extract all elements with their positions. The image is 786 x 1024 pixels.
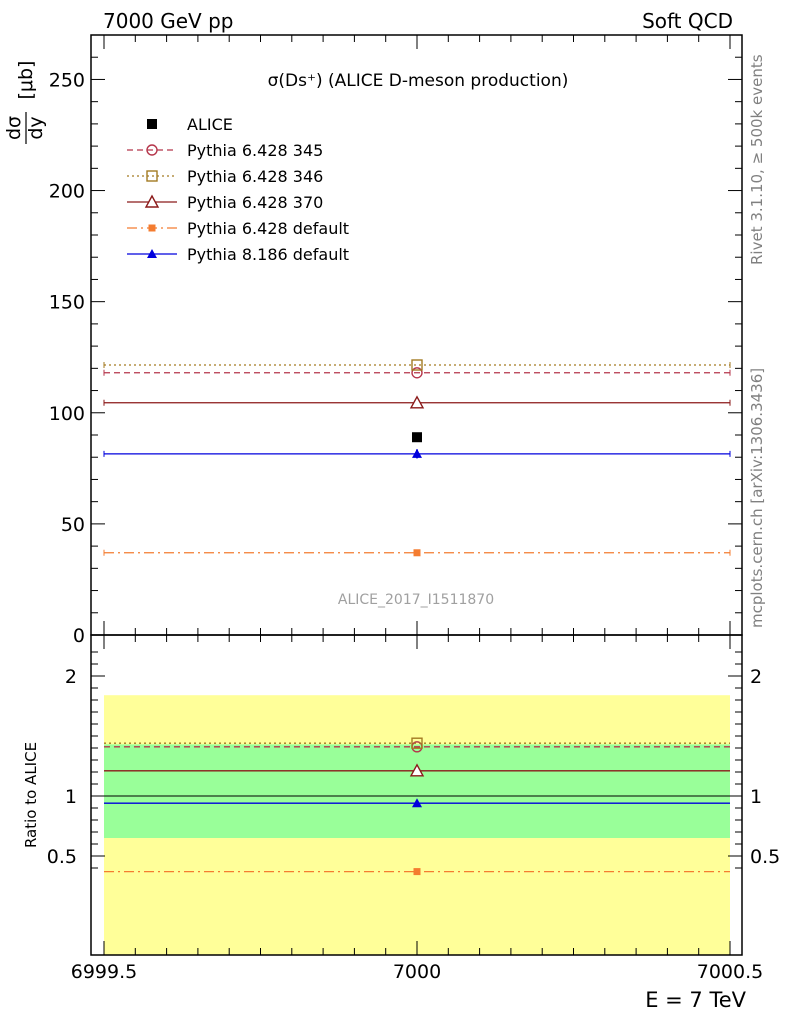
legend-label: Pythia 8.186 default: [187, 245, 349, 264]
ratio-y-tick-label-left: 2: [65, 666, 77, 688]
y-tick-label: 50: [61, 514, 85, 536]
analysis-id: ALICE_2017_I1511870: [338, 592, 494, 608]
ratio-data-point: [409, 763, 425, 777]
x-tick-label: 7000: [393, 961, 441, 983]
rivet-label: Rivet 3.1.10, ≥ 500k events: [748, 54, 766, 265]
y-tick-label: 200: [49, 181, 85, 203]
y-tick-label: 250: [49, 69, 85, 91]
y-tick-label: 150: [49, 292, 85, 314]
legend-marker: [148, 224, 156, 232]
header-left: 7000 GeV pp: [103, 9, 234, 33]
legend-marker: [147, 249, 157, 258]
ratio-series: [104, 737, 730, 876]
mcplots-label: mcplots.cern.ch [arXiv:1306.3436]: [748, 368, 766, 628]
legend-marker: [147, 119, 157, 129]
ratio-band-green: [104, 744, 730, 838]
ratio-y-tick-label-left: 0.5: [47, 846, 77, 868]
data-point: [411, 359, 423, 371]
x-axis-label: E = 7 TeV: [645, 988, 746, 1012]
ratio-data-point: [411, 737, 423, 749]
legend-label: Pythia 6.428 345: [187, 141, 323, 160]
ratio-y-tick-label-right: 1: [750, 786, 762, 808]
legend-label: Pythia 6.428 346: [187, 167, 323, 186]
legend: ALICE Pythia 6.428 345 Pythia 6.428 346 Pyt…: [127, 115, 349, 264]
ratio-band-yellow-lower: [104, 838, 730, 955]
y-axis-label-unit: [μb]: [15, 61, 37, 100]
x-tick-label: 7000.5: [697, 961, 763, 983]
ratio-data-point: [412, 798, 422, 808]
main-series: [103, 359, 731, 557]
y-axis-label-denominator: dy: [25, 116, 47, 139]
data-point: [412, 448, 422, 458]
y-axis-label-ratio: Ratio to ALICE: [22, 742, 40, 848]
ratio-y-tick-label-right: 2: [750, 666, 762, 688]
y-tick-label: 100: [49, 403, 85, 425]
legend-marker: [146, 144, 158, 156]
header-right: Soft QCD: [642, 9, 733, 33]
data-point: [413, 549, 421, 557]
data-point: [409, 395, 425, 409]
axes: 0 50 100 150 200 250 0.5 0.5 1 1 2 2 6999.5 7000 7000.…: [47, 34, 780, 983]
x-tick-label: 6999.5: [71, 961, 137, 983]
legend-label: Pythia 6.428 default: [187, 219, 349, 238]
data-point: [411, 367, 423, 379]
y-tick-label: 0: [73, 625, 85, 647]
plot-title: σ(Ds⁺) (ALICE D-meson production): [268, 71, 569, 91]
legend-label: Pythia 6.428 370: [187, 193, 323, 212]
legend-marker: [144, 194, 160, 208]
legend-label: ALICE: [187, 115, 233, 134]
ratio-y-tick-label-right: 0.5: [750, 846, 780, 868]
data-point: [412, 432, 422, 443]
legend-marker: [146, 170, 158, 182]
ratio-y-tick-label-left: 1: [65, 786, 77, 808]
y-axis-label-main: dσ dy [μb]: [3, 61, 47, 144]
ratio-data-point: [413, 868, 421, 876]
ratio-bands: [91, 695, 742, 955]
y-axis-label-numerator: dσ: [3, 116, 25, 140]
